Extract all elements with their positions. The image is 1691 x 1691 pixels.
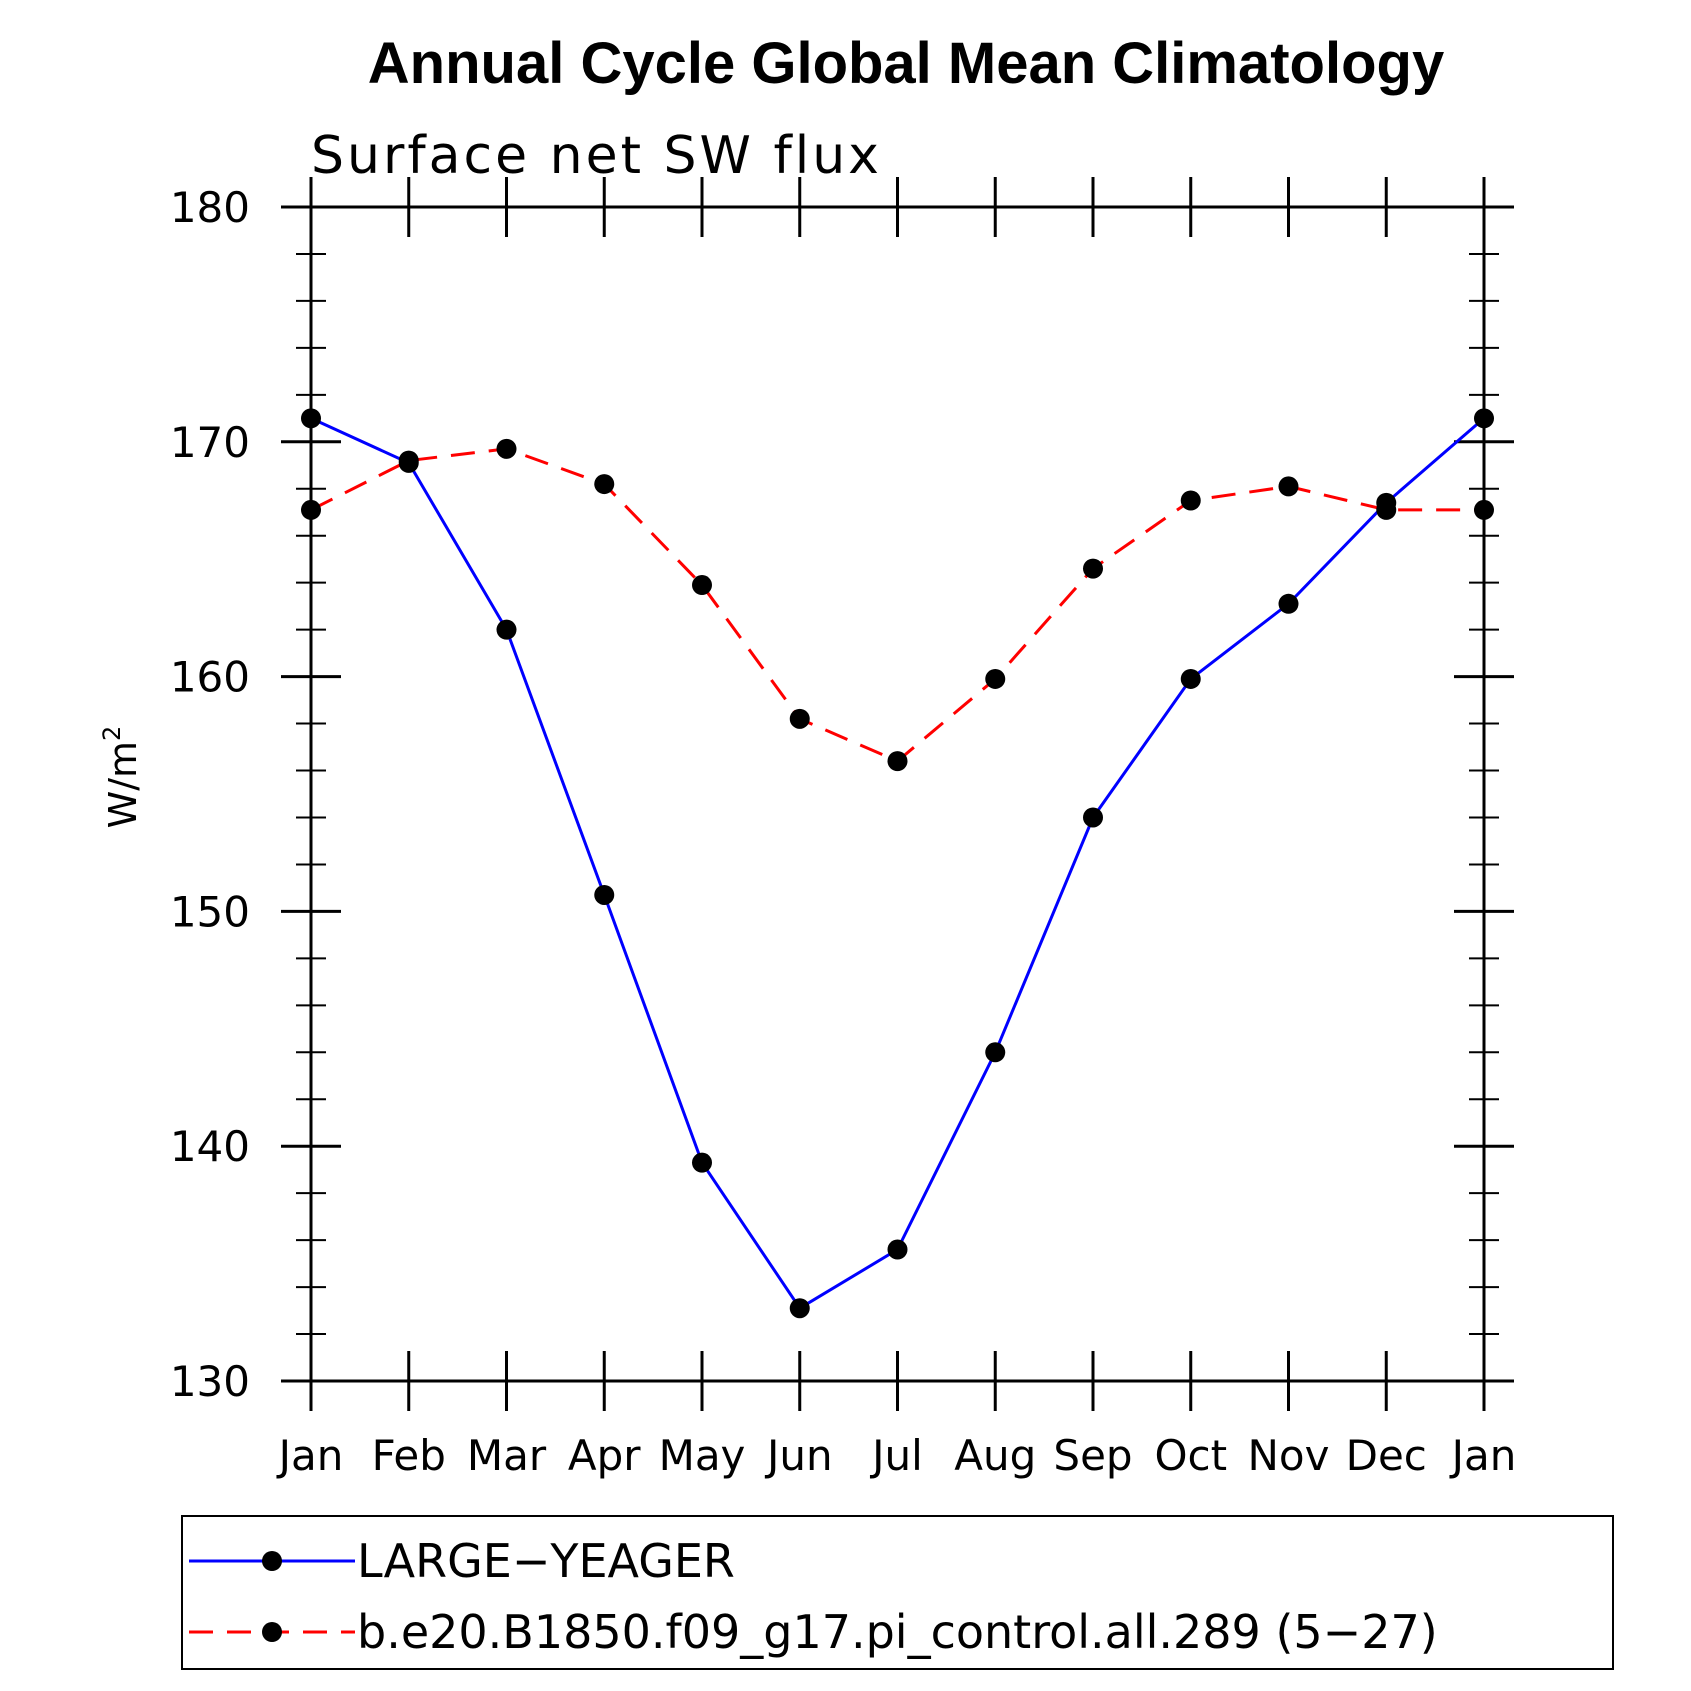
x-tick-label: Mar bbox=[467, 1431, 547, 1480]
x-tick-label: Dec bbox=[1346, 1431, 1427, 1480]
data-point-series-2 bbox=[1180, 490, 1201, 511]
series-line-1 bbox=[310, 416, 1485, 1311]
data-point-series-2 bbox=[398, 450, 419, 471]
plot-frame bbox=[309, 205, 1486, 1383]
y-tick-label: 150 bbox=[170, 887, 250, 936]
legend-marker-1 bbox=[262, 1551, 282, 1571]
data-point-series-2 bbox=[887, 751, 908, 772]
data-point-series-1 bbox=[594, 884, 615, 905]
y-tick-label: 140 bbox=[170, 1122, 250, 1171]
x-tick-label: May bbox=[659, 1431, 746, 1480]
data-point-series-1 bbox=[789, 1298, 810, 1319]
x-tick-label: Jan bbox=[276, 1431, 344, 1480]
svg-text:W/m2: W/m2 bbox=[98, 726, 145, 829]
data-point-series-1 bbox=[692, 1152, 712, 1173]
y-tick-labels: 130 140 150 160 170 180 bbox=[170, 183, 250, 1406]
x-tick-label: Aug bbox=[954, 1431, 1036, 1480]
data-point-series-2 bbox=[692, 575, 712, 596]
x-tick-label: Feb bbox=[372, 1431, 446, 1480]
chart-title: Annual Cycle Global Mean Climatology bbox=[368, 31, 1444, 96]
x-tick-label: Apr bbox=[568, 1431, 641, 1480]
data-point-series-2 bbox=[1376, 499, 1397, 520]
y-axis-label-superscript: 2 bbox=[98, 726, 126, 741]
data-point-series-1 bbox=[1083, 807, 1103, 828]
y-tick-label: 170 bbox=[170, 418, 250, 467]
legend: LARGE−YEAGER b.e20.B1850.f09_g17.pi_contr… bbox=[181, 1515, 1614, 1670]
data-point-series-1 bbox=[985, 1042, 1006, 1063]
x-tick-label: Jun bbox=[764, 1431, 833, 1480]
data-point-series-2 bbox=[301, 499, 321, 520]
y-tick-label: 130 bbox=[170, 1357, 250, 1406]
x-tick-label: Sep bbox=[1053, 1431, 1132, 1480]
data-point-series-1 bbox=[1180, 668, 1201, 689]
legend-marker-2 bbox=[262, 1622, 282, 1642]
data-point-series-1 bbox=[1278, 593, 1299, 614]
y-axis-label: W/m2 bbox=[98, 726, 145, 829]
series-lines bbox=[310, 416, 1485, 1311]
data-point-series-2 bbox=[496, 438, 517, 459]
legend-label-1: LARGE−YEAGER bbox=[357, 1534, 735, 1588]
x-tick-label: Jul bbox=[869, 1431, 923, 1480]
legend-label-2: b.e20.B1850.f09_g17.pi_control.all.289 (… bbox=[357, 1605, 1438, 1659]
x-tick-label: Nov bbox=[1248, 1431, 1330, 1480]
y-axis-label-text: W/m bbox=[101, 741, 145, 828]
data-point-series-2 bbox=[789, 708, 810, 729]
x-tick-label: Oct bbox=[1154, 1431, 1227, 1480]
data-point-series-2 bbox=[594, 474, 615, 495]
data-point-series-2 bbox=[1474, 499, 1494, 520]
data-point-series-1 bbox=[496, 619, 517, 640]
y-tick-label: 160 bbox=[170, 653, 250, 702]
data-point-series-1 bbox=[1474, 408, 1494, 429]
x-tick-labels: Jan Feb Mar Apr May Jun Jul Aug Sep Oct Nov Dec Jan bbox=[276, 1431, 1517, 1480]
data-point-series-1 bbox=[887, 1239, 908, 1260]
data-point-series-1 bbox=[301, 408, 321, 429]
x-tick-label: Jan bbox=[1449, 1431, 1517, 1480]
series-markers bbox=[301, 408, 1494, 1319]
axis-ticks bbox=[281, 177, 1514, 1411]
data-point-series-2 bbox=[1083, 558, 1103, 579]
chart-subtitle: Surface net SW flux bbox=[311, 126, 882, 186]
series-line-2 bbox=[310, 447, 1484, 763]
data-point-series-2 bbox=[1278, 476, 1299, 497]
y-tick-label: 180 bbox=[170, 183, 250, 232]
data-point-series-2 bbox=[985, 668, 1006, 689]
legend-box bbox=[181, 1515, 1614, 1670]
